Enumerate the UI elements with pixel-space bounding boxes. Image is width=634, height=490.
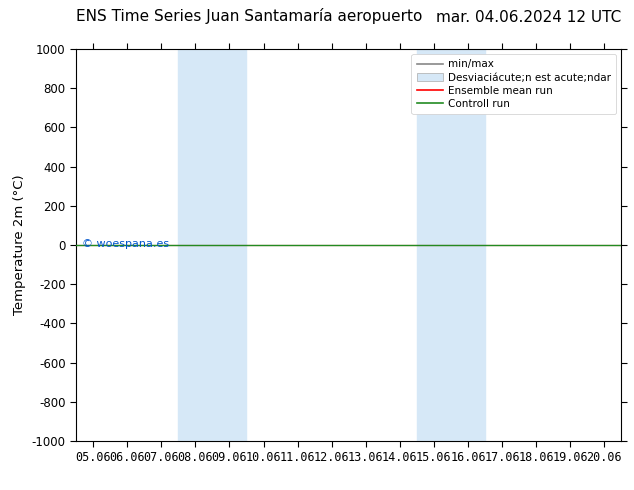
Text: ENS Time Series Juan Santamaría aeropuerto: ENS Time Series Juan Santamaría aeropuer… [76,8,422,24]
Bar [178,49,247,441]
Legend: min/max, Desviaciácute;n est acute;ndar, Ensemble mean run, Controll run: min/max, Desviaciácute;n est acute;ndar,… [411,54,616,114]
Text: © woespana.es: © woespana.es [82,239,169,249]
Bar [417,49,485,441]
Text: mar. 04.06.2024 12 UTC: mar. 04.06.2024 12 UTC [436,9,621,24]
Y-axis label: Temperature 2m (°C): Temperature 2m (°C) [13,175,26,315]
